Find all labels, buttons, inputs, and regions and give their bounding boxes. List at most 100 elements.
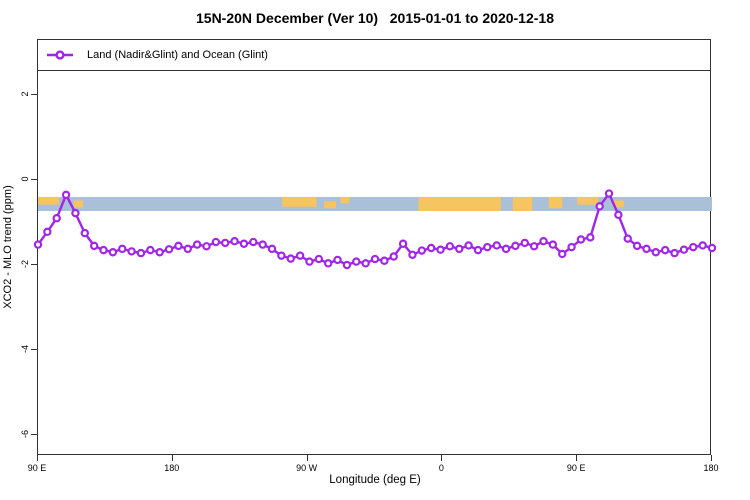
data-point [221, 238, 230, 248]
data-point [333, 255, 342, 265]
data-point [164, 245, 174, 254]
data-point [455, 244, 464, 254]
data-point [445, 242, 455, 251]
data-point [342, 260, 352, 270]
data-point [398, 239, 408, 248]
data-point [707, 243, 717, 253]
data-point [239, 239, 249, 248]
data-point [689, 242, 698, 252]
y-axis-label: XCO2 - MLO trend (ppm) [2, 185, 14, 309]
data-point [380, 256, 389, 265]
data-point [108, 248, 118, 257]
chart-title: 15N-20N December (Ver 10) 2015-01-01 to … [196, 10, 554, 26]
legend-label: Land (Nadir&Glint) and Ocean (Glint) [87, 49, 268, 61]
x-tick-mark [171, 455, 173, 461]
data-point [576, 235, 586, 244]
x-tick-label: 180 [703, 463, 719, 473]
plot-area: Land (Nadir&Glint) and Ocean (Glint) [33, 39, 717, 455]
legend-box: Land (Nadir&Glint) and Ocean (Glint) [38, 40, 710, 71]
data-point [529, 242, 539, 251]
data-point [277, 251, 286, 260]
data-point [642, 244, 651, 254]
land-segment [548, 196, 563, 209]
data-point [511, 241, 520, 251]
y-tick-label: -2 [20, 260, 30, 269]
data-point [595, 202, 604, 211]
data-point [492, 241, 501, 250]
data-point [698, 241, 707, 250]
data-point [548, 240, 558, 249]
data-point [314, 254, 324, 264]
data-point [211, 237, 221, 247]
data-point [539, 236, 548, 246]
data-point [567, 242, 576, 252]
data-point [174, 241, 183, 251]
data-point [670, 248, 679, 258]
data-point [352, 257, 361, 266]
data-point [586, 233, 595, 242]
data-point [473, 245, 483, 255]
data-point [183, 244, 192, 254]
x-tick-label: 0 [438, 463, 444, 473]
data-point [436, 245, 445, 254]
data-point [361, 259, 370, 268]
x-tick-mark [441, 455, 443, 461]
data-point [323, 259, 333, 268]
y-tick-label: 0 [20, 176, 30, 182]
data-point [136, 248, 146, 258]
data-point [192, 240, 202, 249]
y-tick-mark [31, 434, 37, 436]
plot-canvas [33, 189, 717, 270]
land-segment [577, 196, 599, 205]
data-point [89, 241, 99, 251]
x-tick-mark [306, 455, 308, 461]
x-axis-label: Longitude (deg E) [329, 474, 421, 486]
land-segment [613, 200, 624, 208]
data-point [389, 252, 398, 261]
data-point [623, 234, 632, 243]
data-point [295, 251, 305, 260]
data-point [614, 210, 623, 220]
data-point [155, 248, 164, 257]
land-segment [282, 196, 317, 207]
x-tick-mark [576, 455, 578, 461]
data-point [61, 190, 71, 200]
y-tick-label: 2 [20, 91, 30, 97]
data-point [651, 248, 661, 257]
data-point [230, 236, 239, 246]
data-point [80, 228, 90, 238]
data-point [52, 214, 61, 223]
ocean-band [38, 196, 712, 211]
data-point [71, 208, 80, 218]
y-tick-mark [31, 178, 37, 180]
x-tick-label: 180 [164, 463, 180, 473]
y-tick-label: -6 [20, 430, 30, 439]
data-point [660, 245, 670, 255]
data-point [370, 254, 380, 264]
data-point [99, 245, 108, 255]
x-tick-mark [37, 455, 38, 461]
data-point [43, 227, 52, 237]
land-segment [324, 201, 337, 209]
data-point [417, 246, 427, 255]
data-point [679, 245, 689, 254]
data-point [127, 247, 136, 256]
y-tick-mark [31, 349, 37, 351]
land-segment [512, 196, 533, 211]
land-segment [340, 196, 350, 204]
y-tick-mark [31, 264, 37, 265]
data-point [520, 238, 529, 248]
x-tick-label: 90 W [296, 463, 318, 473]
data-point [426, 243, 436, 253]
land-segment [73, 200, 83, 208]
data-point [202, 242, 211, 251]
data-point [118, 244, 127, 254]
data-point [258, 240, 267, 249]
data-point [286, 254, 295, 263]
legend-marker-icon [47, 50, 73, 60]
data-point [464, 241, 473, 250]
x-tick-label: 90 E [27, 463, 47, 473]
y-tick-label: -4 [20, 345, 30, 354]
x-tick-mark [711, 455, 712, 461]
